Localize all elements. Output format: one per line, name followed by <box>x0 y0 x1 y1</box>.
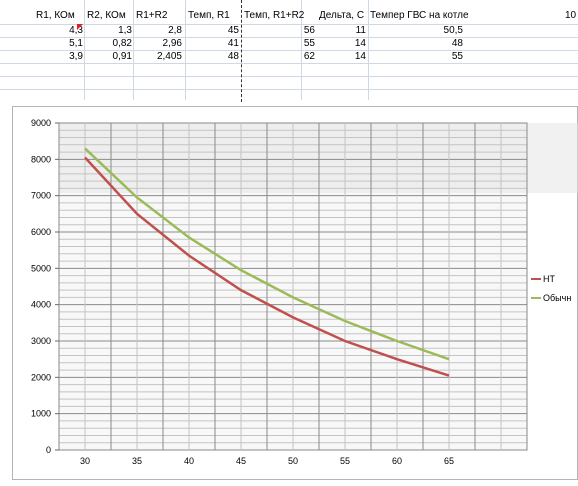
x-tick-label: 35 <box>132 456 142 466</box>
legend-label-1: Обычн <box>543 293 571 303</box>
cell[interactable]: 0,82 <box>112 38 132 49</box>
cell[interactable]: 56 <box>303 25 315 36</box>
col-gridline <box>84 0 85 100</box>
x-tick-label: 60 <box>392 456 402 466</box>
row-gridline <box>0 63 578 64</box>
row-gridline <box>0 37 578 38</box>
x-tick-label: 45 <box>236 456 246 466</box>
cell[interactable]: 2,96 <box>162 38 182 49</box>
row-gridline <box>0 24 578 25</box>
cell[interactable]: 5,1 <box>69 38 83 49</box>
header-delta[interactable]: Дельта, С <box>319 10 365 21</box>
col-gridline <box>301 0 302 100</box>
y-tick-label: 5000 <box>31 263 51 273</box>
line-chart: 0 1000 2000 3000 4000 5000 6000 7000 8000 9000 30 3… <box>31 118 578 466</box>
y-tick-label: 8000 <box>31 154 51 164</box>
cell[interactable]: 62 <box>303 51 315 62</box>
cell[interactable]: 3,9 <box>69 51 83 62</box>
cell[interactable]: 1,3 <box>118 25 132 36</box>
x-tick-label: 65 <box>444 456 454 466</box>
cell[interactable]: 41 <box>227 38 239 49</box>
row-gridline <box>0 50 578 51</box>
cell[interactable]: 55 <box>303 38 315 49</box>
cell[interactable]: 2,405 <box>156 51 182 62</box>
col-gridline <box>185 0 186 100</box>
header-r1[interactable]: R1, КОм <box>36 10 75 21</box>
y-tick-label: 9000 <box>31 118 51 128</box>
cell[interactable]: 14 <box>354 51 366 62</box>
x-tick-label: 55 <box>340 456 350 466</box>
y-tick-label: 4000 <box>31 300 51 310</box>
header-extra[interactable]: 10 <box>565 10 577 21</box>
chart-object[interactable]: 0 1000 2000 3000 4000 5000 6000 7000 8000 9000 30 3… <box>12 106 578 480</box>
x-tick-label: 40 <box>184 456 194 466</box>
page-break-line <box>241 0 242 102</box>
legend-label-0: НТ <box>543 274 555 284</box>
cell[interactable]: 14 <box>354 38 366 49</box>
y-tick-label: 2000 <box>31 372 51 382</box>
col-gridline <box>368 0 369 100</box>
cell[interactable]: 48 <box>451 38 463 49</box>
x-tick-label: 50 <box>288 456 298 466</box>
y-tick-label: 3000 <box>31 336 51 346</box>
row-gridline <box>0 89 578 90</box>
y-tick-label: 7000 <box>31 191 51 201</box>
y-tick-label: 1000 <box>31 409 51 419</box>
cell[interactable]: 2,8 <box>168 25 182 36</box>
row-gridline <box>0 76 578 77</box>
x-tick-label: 30 <box>80 456 90 466</box>
cell[interactable]: 4,3 <box>69 25 83 36</box>
cell[interactable]: 48 <box>227 51 239 62</box>
header-temp-r1[interactable]: Темп, R1 <box>188 10 230 21</box>
col-gridline <box>133 0 134 100</box>
y-tick-label: 6000 <box>31 227 51 237</box>
header-temp-r1r2[interactable]: Темп, R1+R2 <box>244 10 305 21</box>
y-tick-label: 0 <box>46 445 51 455</box>
header-gvs[interactable]: Темпер ГВС на котле <box>370 10 469 21</box>
series-line-0 <box>84 156 450 377</box>
cell[interactable]: 11 <box>355 25 366 36</box>
cell[interactable]: 0,91 <box>112 51 132 62</box>
cell[interactable]: 45 <box>227 25 239 36</box>
header-r1r2[interactable]: R1+R2 <box>136 10 168 21</box>
series-line-1 <box>84 147 450 361</box>
cell[interactable]: 55 <box>451 51 463 62</box>
comment-marker-icon[interactable] <box>77 24 83 30</box>
header-r2[interactable]: R2, КОм <box>87 10 126 21</box>
cell[interactable]: 50,5 <box>443 25 463 36</box>
